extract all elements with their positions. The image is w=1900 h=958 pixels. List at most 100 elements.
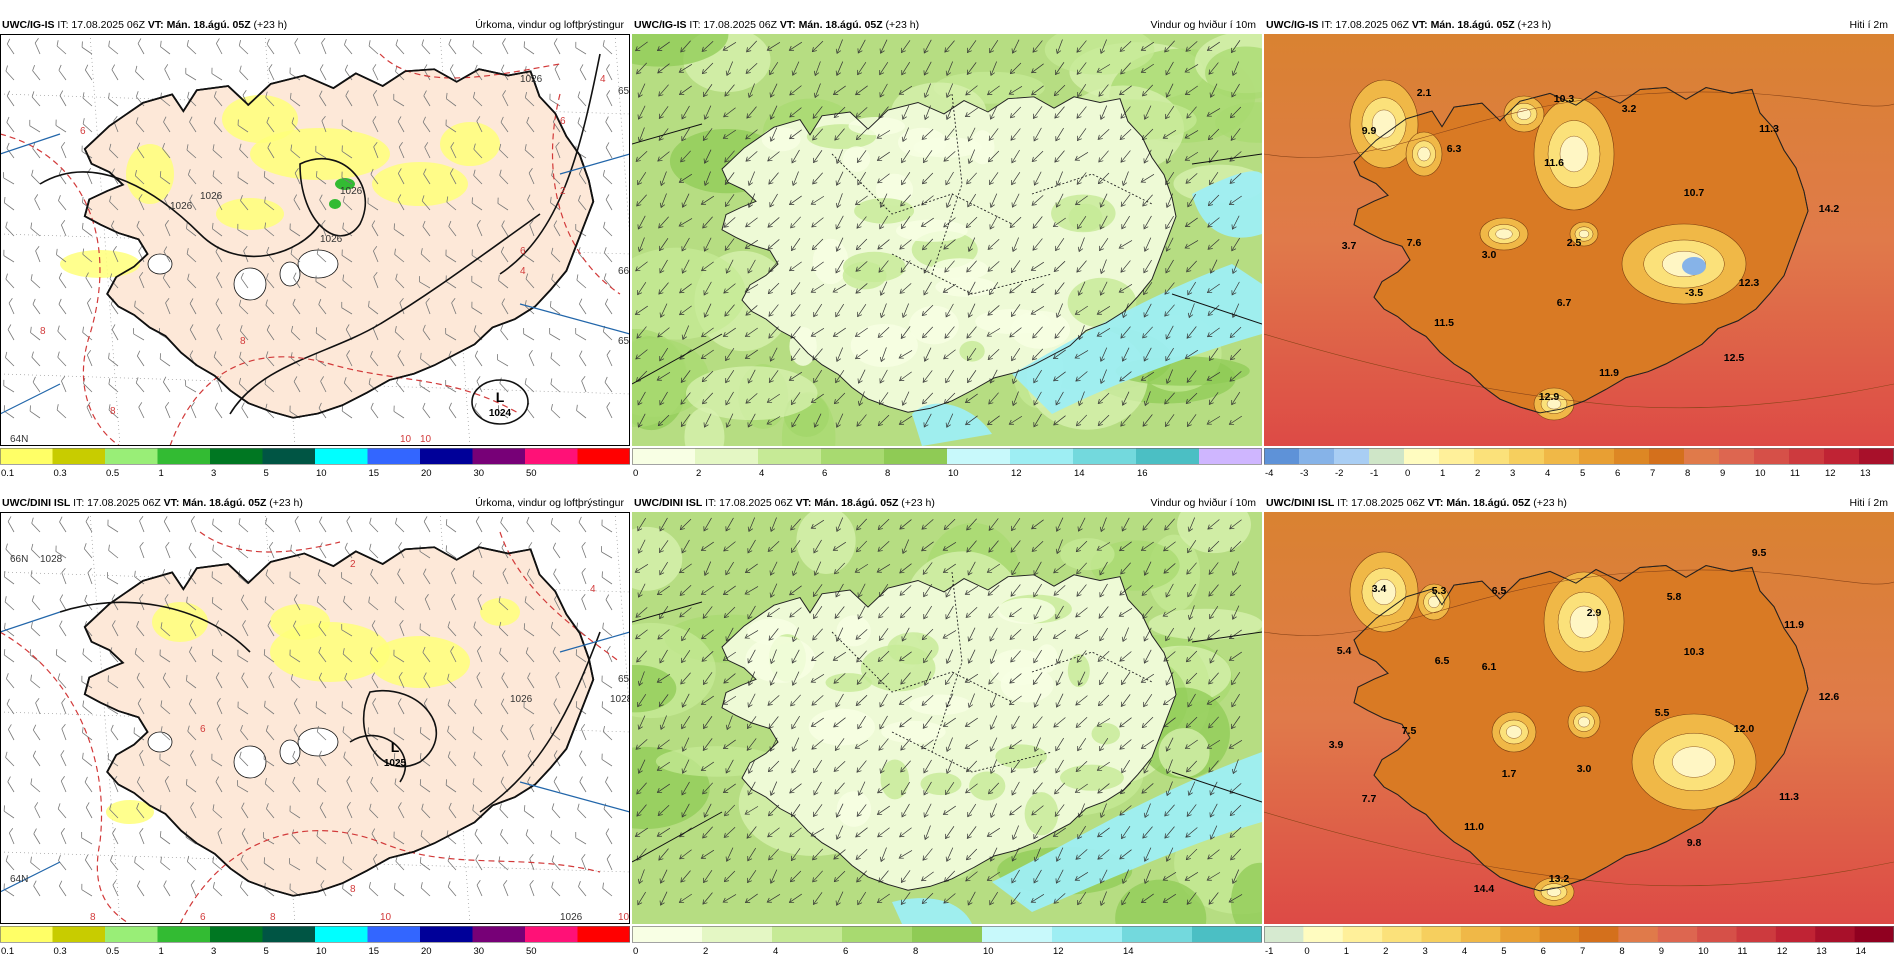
wind-arrow	[965, 216, 978, 229]
wind-barb	[579, 64, 587, 81]
wind-barb	[212, 881, 223, 897]
wind-arrow	[857, 781, 866, 796]
wind-barb	[58, 272, 67, 289]
wind-arrow	[1184, 349, 1199, 359]
wind-arrow	[1009, 805, 1022, 816]
wind-barb	[422, 646, 431, 663]
wind-arrow	[832, 327, 846, 337]
wind-barb	[602, 40, 613, 55]
wind-barb	[601, 701, 613, 715]
wind-arrow	[1033, 171, 1042, 186]
wind-barb	[448, 38, 457, 55]
wind-barb	[477, 645, 483, 663]
wind-arrow	[1120, 562, 1131, 575]
wind-speed-zone	[1115, 879, 1207, 924]
wind-arrow	[1140, 541, 1154, 551]
isotherm-label: 8	[270, 912, 276, 923]
wind-arrow	[945, 649, 954, 664]
wind-barb	[373, 141, 379, 159]
wind-barb	[603, 803, 613, 819]
wind-barb	[59, 90, 67, 107]
wind-speed-zone	[1060, 764, 1124, 791]
wind-arrow	[747, 759, 756, 774]
legend-swatch	[912, 926, 983, 942]
highland-area	[1578, 229, 1590, 239]
wind-arrow	[1140, 673, 1155, 683]
isotherm	[1264, 811, 1894, 887]
legend-tick-label: 5	[264, 946, 269, 957]
wind-arrow	[658, 282, 669, 295]
wind-barb	[162, 672, 171, 689]
wind-arrow	[967, 370, 977, 384]
temperature-value: 11.0	[1464, 821, 1484, 833]
legend-swatch	[315, 448, 368, 464]
wind-arrow	[725, 259, 734, 274]
isotherm	[0, 133, 121, 446]
wind-arrow	[967, 649, 976, 664]
coastline	[721, 96, 1177, 413]
wind-arrow	[966, 172, 977, 185]
wind-arrow	[1206, 696, 1221, 705]
wind-barb	[211, 649, 223, 663]
low-pressure-value: 1025	[384, 758, 407, 769]
wind-arrow	[921, 519, 934, 530]
wind-arrow	[700, 761, 715, 771]
wind-arrow	[1076, 584, 1087, 597]
wind-barb	[289, 571, 301, 585]
wind-arrow	[722, 783, 736, 794]
wind-arrow	[811, 651, 824, 662]
wind-arrow	[1230, 128, 1241, 141]
precip-area	[60, 250, 140, 278]
wind-arrow	[1229, 804, 1242, 817]
wind-arrow	[1141, 716, 1154, 729]
wind-arrow	[900, 738, 911, 751]
wind-arrow	[1011, 561, 1020, 576]
wind-arrow	[769, 105, 778, 120]
wind-barb	[397, 568, 405, 585]
wind-arrow	[1208, 348, 1219, 362]
wind-arrow	[746, 106, 757, 119]
wind-arrow	[1185, 672, 1198, 685]
wind-arrow	[1074, 783, 1088, 793]
wind-arrow	[1077, 128, 1087, 142]
wind-barb	[241, 828, 249, 845]
wind-arrow	[679, 305, 692, 316]
panel-ig-wind: UWC/IG-IS IT: 17.08.2025 06Z VT: Mán. 18…	[632, 16, 1262, 480]
wind-arrow	[812, 128, 823, 141]
wind-arrow	[1033, 847, 1041, 863]
wind-arrow	[766, 607, 780, 617]
wind-arrow	[810, 327, 825, 337]
isobar	[39, 171, 321, 258]
wind-arrow	[1053, 563, 1066, 574]
wind-arrow	[1008, 739, 1022, 750]
wind-arrow	[900, 326, 911, 339]
wind-barb	[59, 594, 67, 611]
wind-arrow	[1055, 737, 1064, 752]
wind-arrow	[681, 325, 690, 340]
wind-speed-zone	[825, 673, 872, 693]
legend-swatch	[702, 926, 773, 942]
wind-barb	[112, 880, 119, 897]
wind-arrow	[1031, 540, 1044, 552]
wind-arrow	[659, 649, 668, 664]
wind-barb	[163, 116, 171, 133]
wind-arrow	[1099, 869, 1108, 884]
legend-swatch	[577, 448, 630, 464]
wind-arrow	[747, 781, 756, 796]
wind-barb	[187, 169, 197, 185]
wind-barb	[84, 776, 93, 793]
wind-arrow	[1009, 673, 1022, 684]
wind-barb	[553, 568, 561, 585]
wind-arrow	[725, 348, 735, 362]
wind-arrow	[986, 328, 1001, 337]
wind-arrow	[987, 261, 1000, 272]
wind-arrow	[1033, 825, 1042, 840]
wind-arrow	[1142, 414, 1153, 427]
strong-wind-area	[892, 898, 972, 924]
wind-barb	[60, 828, 67, 845]
wind-arrow	[898, 695, 912, 705]
wind-barb	[371, 672, 379, 689]
highland-area	[1546, 887, 1562, 897]
temperature-value: 5.5	[1655, 707, 1670, 719]
wind-barb	[473, 751, 483, 767]
